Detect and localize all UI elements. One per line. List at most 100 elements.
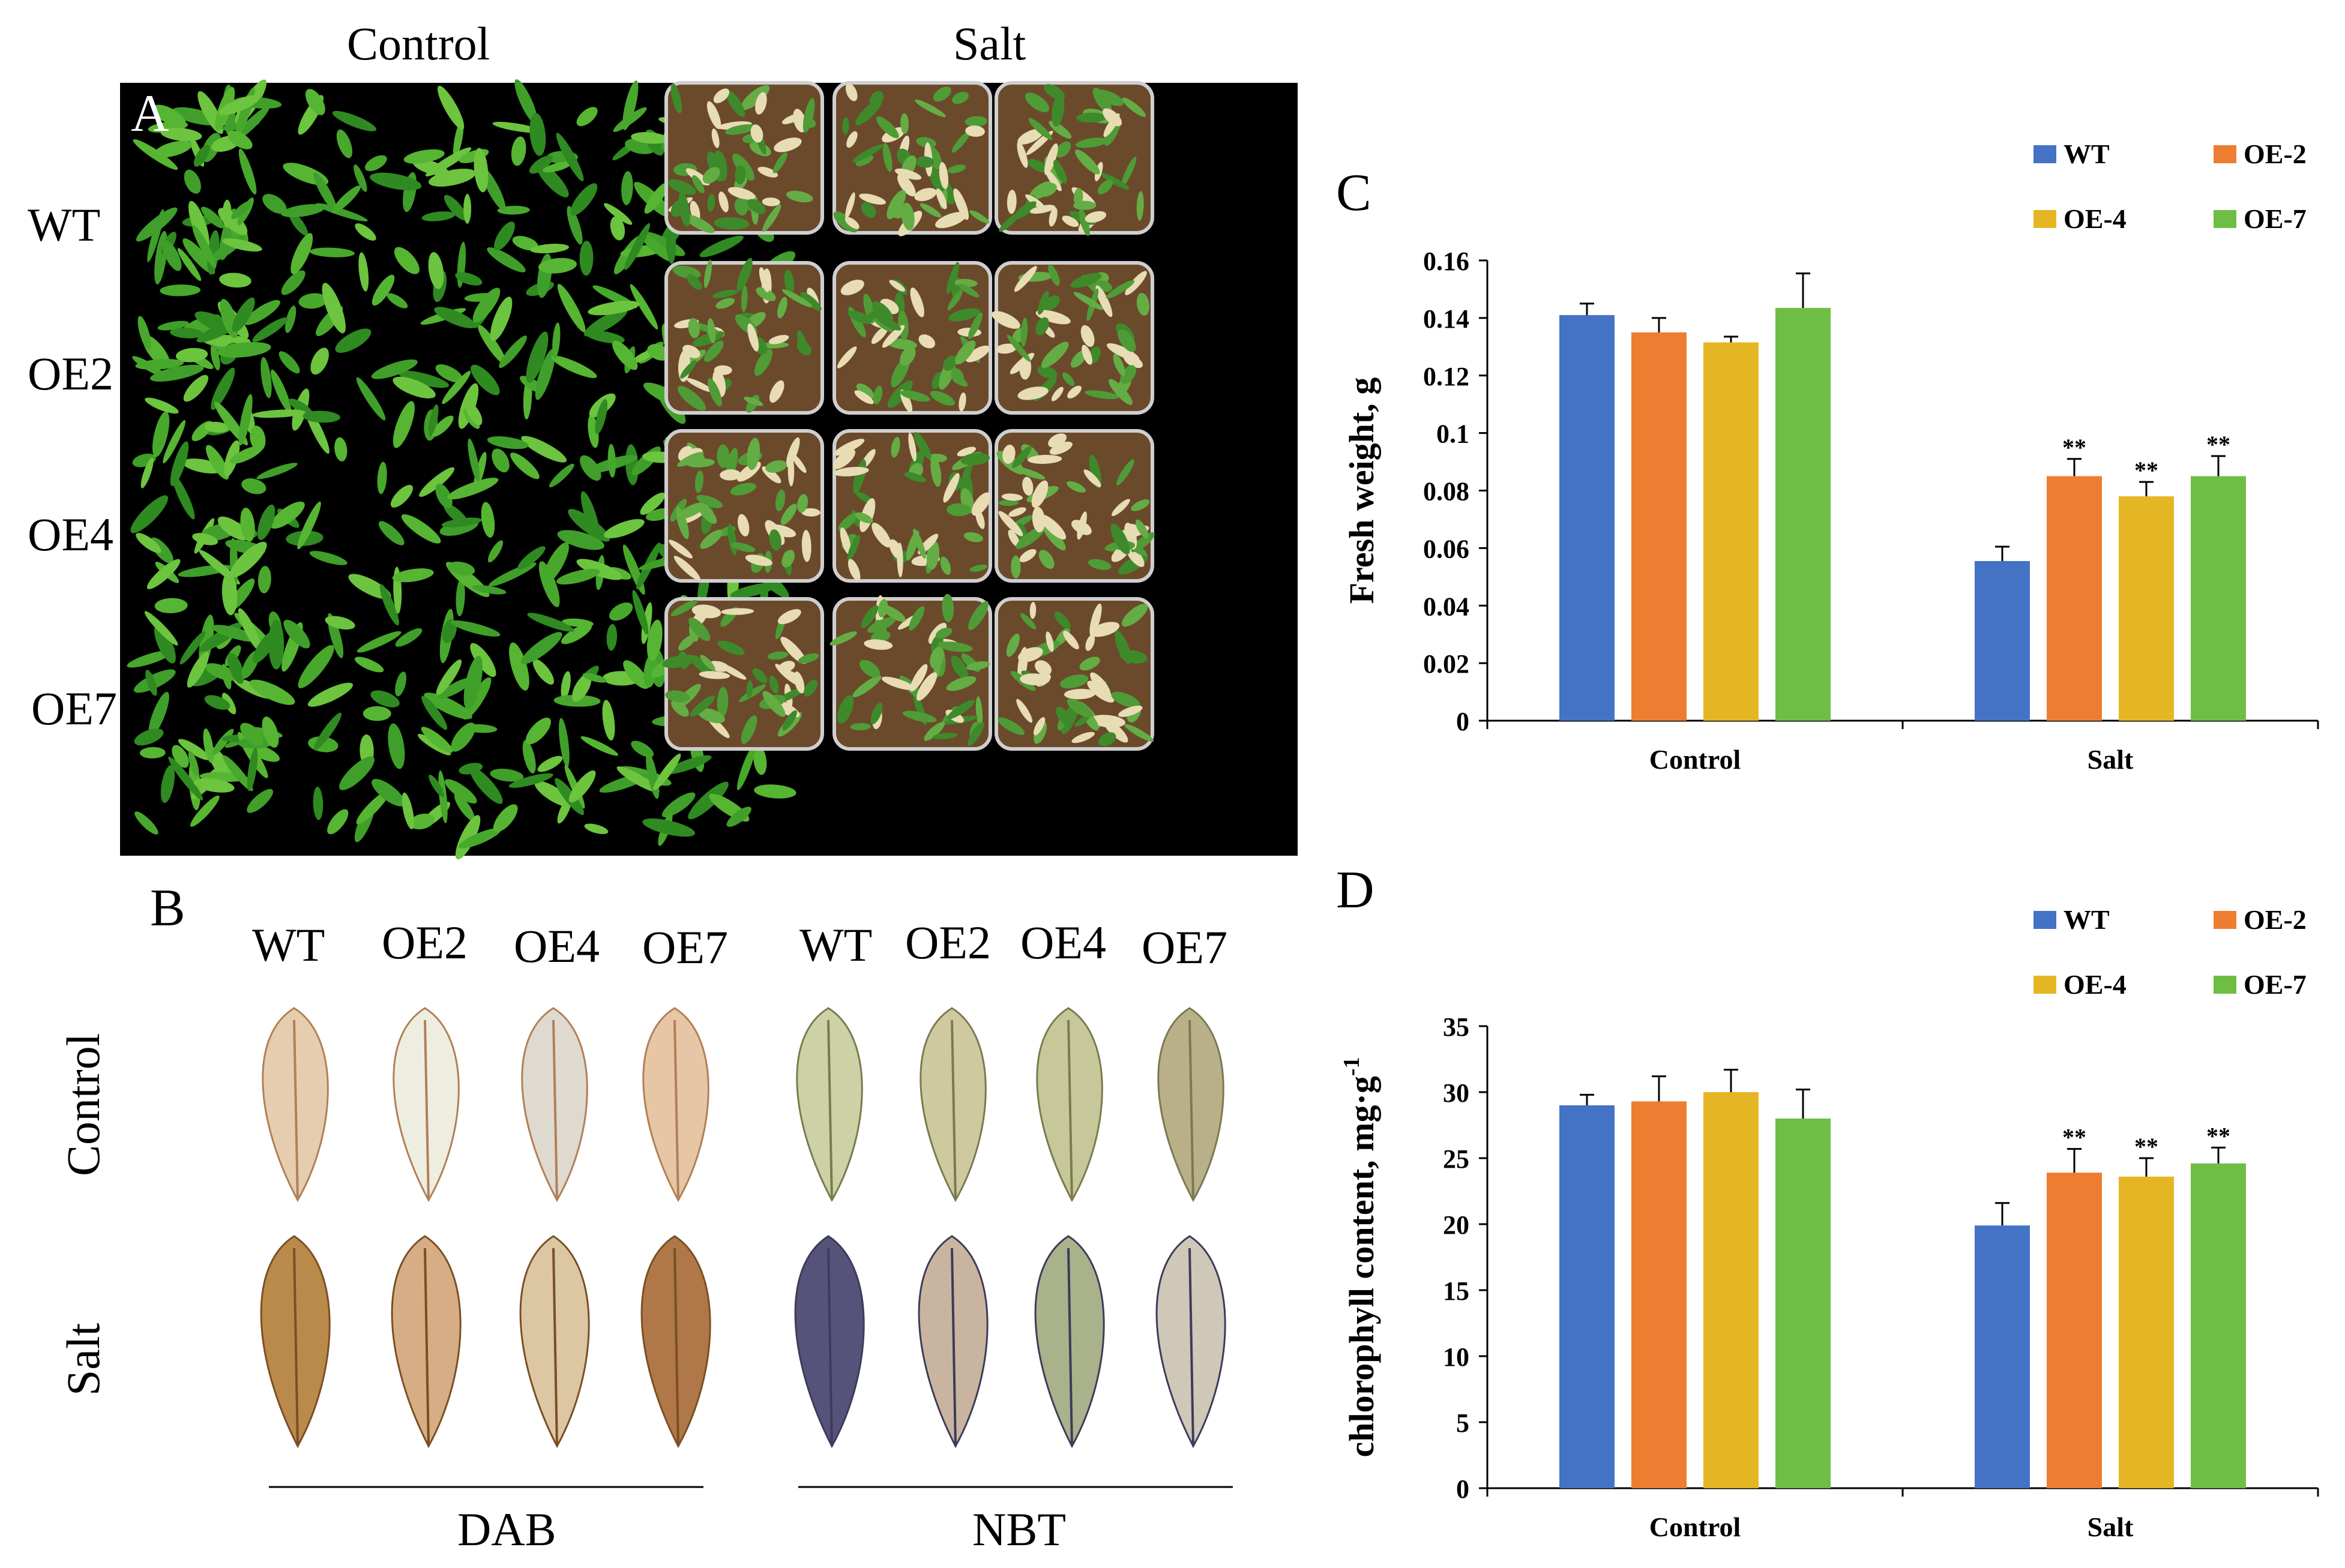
- salt-leaf-shape: [678, 386, 706, 411]
- y-tick-label: 0.14: [1423, 304, 1469, 334]
- control-leaf-shape: [438, 677, 472, 698]
- control-leaf-shape: [252, 317, 288, 342]
- salt-leaf-shape: [1118, 329, 1136, 352]
- control-leaf-shape: [463, 656, 483, 710]
- salt-leaf-shape: [845, 192, 855, 218]
- salt-leaf-shape: [1037, 291, 1049, 315]
- panel-a-row-label-oe4: OE4: [28, 508, 113, 560]
- control-leaf-shape: [250, 679, 295, 705]
- salt-leaf-shape: [670, 199, 685, 217]
- control-leaf-shape: [612, 340, 638, 370]
- control-leaf-shape: [257, 566, 271, 593]
- control-leaf-2-vein: [424, 1020, 430, 1201]
- control-leaf-shape: [370, 172, 422, 191]
- control-leaf-shape: [429, 169, 476, 187]
- salt-leaf-shape: [752, 668, 768, 683]
- salt-leaf-shape: [943, 473, 960, 503]
- panel-b-col-label-oe2-nbt: OE2: [905, 916, 991, 969]
- control-leaf-shape: [187, 652, 209, 688]
- salt-leaf-shape: [937, 641, 973, 652]
- control-leaf-shape: [576, 559, 622, 580]
- y-tick-label: 0.12: [1423, 362, 1469, 391]
- salt-leaf-shape: [712, 289, 738, 298]
- salt-leaf-shape: [797, 494, 808, 513]
- salt-leaf-shape: [1053, 160, 1067, 184]
- panel-d-letter: D: [1336, 861, 1374, 919]
- salt-leaf-shape: [718, 662, 747, 680]
- salt-leaf-shape: [762, 204, 781, 232]
- bar: [1775, 1119, 1831, 1488]
- salt-leaf-shape: [1111, 691, 1140, 708]
- salt-leaf-shape: [747, 323, 759, 352]
- salt-leaf-shape: [1006, 633, 1020, 657]
- salt-leaf-shape: [1032, 506, 1046, 533]
- salt-leaf-shape: [889, 280, 905, 292]
- salt-leaf-shape: [1037, 365, 1058, 379]
- salt-leaf-shape: [699, 671, 730, 679]
- control-leaf-shape: [395, 628, 423, 647]
- y-axis-label: Fresh weight, g: [1342, 377, 1381, 604]
- control-leaf-shape: [447, 478, 499, 500]
- control-leaf-shape: [511, 136, 526, 166]
- control-leaf-shape: [136, 207, 178, 242]
- salt-leaf-shape: [782, 710, 797, 731]
- salt-leaf-shape: [837, 346, 857, 368]
- control-leaf-shape: [260, 356, 272, 398]
- control-leaf-shape: [378, 521, 405, 545]
- control-leaf-shape: [313, 787, 324, 820]
- control-leaf-shape: [444, 779, 477, 804]
- control-leaf-shape: [289, 211, 308, 236]
- control-leaf-shape: [456, 578, 465, 617]
- bar: [1631, 1101, 1687, 1488]
- panel-a-col-label-control: Control: [347, 17, 490, 70]
- control-leaf-shape: [192, 533, 218, 545]
- salt-leaf-shape: [1098, 732, 1116, 746]
- control-leaf-shape: [602, 700, 615, 741]
- salt-leaf-shape: [688, 318, 700, 338]
- salt-leaf-shape: [1125, 271, 1147, 295]
- salt-leaf-shape: [678, 651, 689, 669]
- control-leaf-shape: [588, 301, 640, 316]
- control-leaf-shape: [372, 274, 395, 306]
- salt-leaf-shape: [965, 125, 985, 137]
- salt-leaf-shape: [1056, 706, 1073, 727]
- salt-leaf-shape: [829, 631, 857, 646]
- salt-leaf-shape: [717, 640, 745, 655]
- control-leaf-shape: [190, 795, 220, 827]
- control-leaf-shape: [463, 724, 498, 733]
- salt-leaf-shape: [1124, 354, 1143, 368]
- salt-leaf-shape: [691, 604, 721, 619]
- salt-leaf-shape: [924, 721, 945, 741]
- salt-leaf-shape: [700, 655, 715, 671]
- salt-leaf-shape: [901, 202, 915, 231]
- salt-leaf-shape: [676, 506, 689, 539]
- control-leaf-shape: [188, 751, 199, 777]
- control-leaf-shape: [307, 682, 354, 707]
- salt-leaf-shape: [781, 550, 795, 568]
- salt-leaf-shape: [772, 152, 787, 173]
- y-tick-label: 0.08: [1423, 477, 1469, 506]
- salt-leaf-shape: [757, 166, 778, 178]
- salt-leaf-shape: [930, 391, 956, 406]
- control-leaf-shape: [510, 452, 540, 479]
- significance-marker: **: [2206, 1122, 2230, 1149]
- salt-leaf-shape: [1063, 631, 1079, 650]
- control-leaf-shape: [606, 623, 618, 651]
- y-tick-label: 0: [1456, 707, 1469, 736]
- y-tick-label: 0.06: [1423, 534, 1469, 563]
- bar: [1975, 1225, 2030, 1488]
- salt-leaf-shape: [738, 514, 750, 536]
- salt-leaf-shape: [959, 392, 966, 412]
- salt-leaf-shape: [684, 214, 715, 233]
- salt-leaf-shape: [968, 312, 983, 340]
- control-leaf-shape: [227, 130, 253, 149]
- control-leaf-shape: [509, 642, 529, 691]
- control-leaf-shape: [561, 623, 592, 644]
- salt-leaf-shape: [942, 593, 954, 622]
- control-leaf-shape: [395, 671, 407, 697]
- legend-label: OE-7: [2244, 969, 2307, 1000]
- control-leaf-shape: [454, 793, 475, 822]
- control-leaf-shape: [179, 631, 206, 665]
- significance-marker: **: [2062, 1124, 2086, 1151]
- control-leaf-shape: [334, 437, 348, 461]
